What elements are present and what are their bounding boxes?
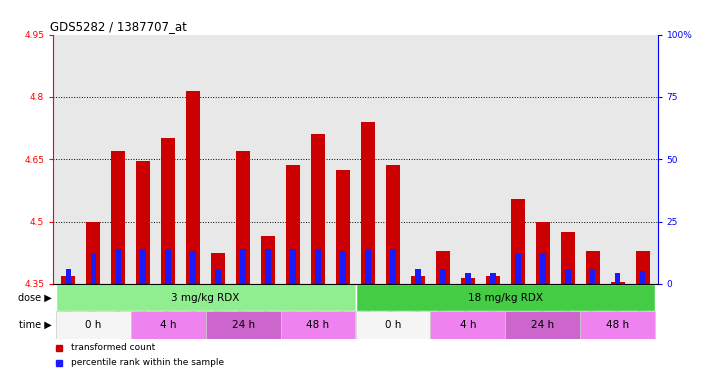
Bar [386,166,400,284]
Bar [211,253,225,284]
Text: 48 h: 48 h [606,320,629,330]
Bar [506,311,580,339]
Text: 18 mg/kg RDX: 18 mg/kg RDX [468,293,542,303]
Bar [61,276,75,284]
Bar [191,251,196,284]
Text: transformed count: transformed count [71,343,156,352]
Text: 4 h: 4 h [459,320,476,330]
Bar [265,248,271,284]
Bar [611,282,624,284]
Bar [115,248,121,284]
Bar [56,311,131,339]
Bar [640,271,646,284]
Text: 24 h: 24 h [232,320,255,330]
Bar [287,166,300,284]
Text: GDS5282 / 1387707_at: GDS5282 / 1387707_at [50,20,187,33]
Bar [341,251,346,284]
Bar [236,151,250,284]
Bar [430,311,506,339]
Bar [536,222,550,284]
Bar [361,122,375,284]
Bar [290,248,296,284]
Bar [65,269,71,284]
Bar [580,311,655,339]
Bar [137,161,150,284]
Bar [390,248,396,284]
Bar [240,248,246,284]
Text: dose ▶: dose ▶ [18,293,52,303]
Bar [486,276,500,284]
Bar [586,251,599,284]
Bar [365,248,370,284]
Text: 0 h: 0 h [85,320,102,330]
Bar [281,311,356,339]
Text: 3 mg/kg RDX: 3 mg/kg RDX [171,293,240,303]
Bar [490,273,496,284]
Bar [636,251,650,284]
Bar [461,278,475,284]
Bar [141,248,146,284]
Bar [87,222,100,284]
Text: 48 h: 48 h [306,320,330,330]
Bar [540,253,545,284]
Bar [465,273,471,284]
Bar [315,248,321,284]
Bar [336,170,350,284]
Bar [415,269,421,284]
Bar [161,139,175,284]
Bar [311,134,325,284]
Bar [615,273,621,284]
Bar [166,248,171,284]
Bar [261,236,275,284]
Bar [356,284,655,311]
Bar [590,269,596,284]
Bar [90,253,96,284]
Bar [356,311,430,339]
Text: 0 h: 0 h [385,320,401,330]
Text: 4 h: 4 h [160,320,176,330]
Bar [186,91,200,284]
Bar [436,251,450,284]
Bar [205,311,281,339]
Bar [561,232,574,284]
Text: time ▶: time ▶ [19,320,52,330]
Bar [565,269,570,284]
Bar [131,311,205,339]
Bar [411,276,424,284]
Bar [515,253,520,284]
Text: 24 h: 24 h [531,320,555,330]
Bar [56,284,356,311]
Text: percentile rank within the sample: percentile rank within the sample [71,358,225,367]
Bar [215,269,221,284]
Bar [511,199,525,284]
Bar [440,269,446,284]
Bar [112,151,125,284]
